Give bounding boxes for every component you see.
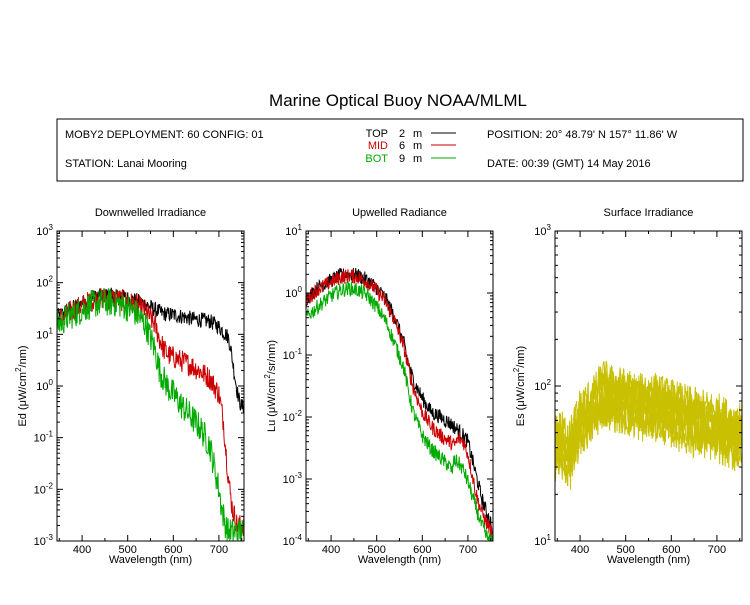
x-axis-label: Wavelength (nm) (607, 554, 690, 566)
position-text: POSITION: 20° 48.79' N 157° 11.86' W (487, 129, 678, 141)
y-tick-label: 103 (36, 223, 53, 238)
chart-title: Downwelled Irradiance (95, 207, 206, 219)
legend-unit: m (413, 128, 422, 140)
series-line-top (306, 267, 493, 541)
y-tick-label: 103 (534, 223, 551, 238)
info-box-frame (56, 118, 744, 182)
y-tick-label: 10-2 (34, 481, 54, 496)
date-text: DATE: 00:39 (GMT) 14 May 2016 (487, 158, 651, 170)
series-line-bot (57, 287, 244, 541)
legend-item-bot: BOT 9 m (365, 153, 456, 165)
info-box: MOBY2 DEPLOYMENT: 60 CONFIG: 01 STATION:… (56, 118, 744, 182)
legend-unit: m (413, 153, 422, 165)
x-tick-label: 600 (413, 544, 431, 556)
x-tick-label: 400 (322, 544, 340, 556)
series-line-es-6 (555, 395, 742, 490)
chart-panel-2: 400 500 600 700 10-4 10-3 10-2 10-1 100 101 Upwell… (263, 207, 494, 566)
chart-panel-3: 400 500 600 700 101 102 103 Surface Irradiance W… (512, 207, 743, 566)
y-tick-label: 10-2 (283, 409, 303, 424)
y-tick-label: 10-3 (34, 533, 54, 548)
chart-panels: 400 500 600 700 10-3 10-2 10-1 100 101 102 103 Down… (14, 207, 743, 566)
series-group (555, 360, 742, 490)
series-line-mid (306, 269, 493, 541)
y-tick-label: 100 (285, 285, 302, 300)
x-tick-label: 700 (708, 544, 726, 556)
series-group (306, 267, 493, 541)
legend-depth: 9 (399, 153, 405, 165)
series-line-es-1 (555, 360, 742, 448)
y-tick-label: 101 (36, 326, 53, 341)
legend-name: TOP (366, 128, 388, 140)
y-tick-label: 102 (534, 378, 551, 393)
legend-name: MID (368, 140, 388, 152)
figure-title: Marine Optical Buoy NOAA/MLML (269, 91, 527, 110)
chart-title: Upwelled Radiance (352, 207, 447, 219)
y-axis-label: Ed (μW/cm2/nm) (14, 345, 29, 426)
x-tick-label: 700 (210, 544, 228, 556)
chart-panel-1: 400 500 600 700 10-3 10-2 10-1 100 101 102 103 Down… (14, 207, 245, 566)
x-tick-label: 400 (73, 544, 91, 556)
deployment-text: MOBY2 DEPLOYMENT: 60 CONFIG: 01 (65, 129, 264, 141)
x-tick-label: 500 (368, 544, 386, 556)
y-axis-label: Lu (μW/cm2/sr/nm) (263, 340, 278, 432)
x-tick-label: 600 (164, 544, 182, 556)
x-tick-label: 700 (459, 544, 477, 556)
series-line-bot (306, 281, 493, 541)
x-tick-label: 600 (662, 544, 680, 556)
x-tick-label: 400 (571, 544, 589, 556)
y-tick-label: 101 (534, 533, 551, 548)
y-axis-label: Es (μW/cm2/nm) (512, 346, 527, 426)
chart-title: Surface Irradiance (604, 207, 694, 219)
legend-unit: m (413, 140, 422, 152)
series-group (57, 287, 244, 541)
legend-item-mid: MID 6 m (368, 140, 456, 152)
x-axis-label: Wavelength (nm) (358, 554, 441, 566)
legend-depth: 2 (399, 128, 405, 140)
station-text: STATION: Lanai Mooring (65, 158, 187, 170)
y-tick-label: 101 (285, 223, 302, 238)
x-tick-label: 500 (617, 544, 635, 556)
legend-depth: 6 (399, 140, 405, 152)
y-tick-label: 10-1 (283, 347, 303, 362)
y-tick-label: 100 (36, 378, 53, 393)
y-tick-label: 10-4 (283, 533, 303, 548)
legend-name: BOT (365, 153, 388, 165)
y-tick-label: 102 (36, 275, 53, 290)
y-tick-label: 10-1 (34, 430, 54, 445)
x-tick-label: 500 (119, 544, 137, 556)
legend-item-top: TOP 2 m (366, 128, 456, 140)
y-tick-label: 10-3 (283, 471, 303, 486)
x-axis-label: Wavelength (nm) (109, 554, 192, 566)
